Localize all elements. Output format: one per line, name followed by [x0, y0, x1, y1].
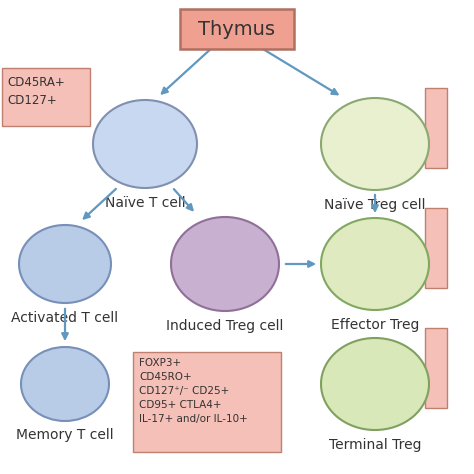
Ellipse shape [335, 350, 415, 418]
Ellipse shape [349, 362, 401, 406]
Text: CD45RA+
CD127+: CD45RA+ CD127+ [7, 76, 65, 107]
Text: Naïve Treg cell: Naïve Treg cell [324, 198, 426, 212]
Ellipse shape [19, 225, 111, 303]
Ellipse shape [197, 240, 253, 288]
Ellipse shape [335, 110, 415, 178]
Text: Terminal Treg: Terminal Treg [329, 438, 421, 452]
Ellipse shape [37, 360, 93, 408]
Ellipse shape [171, 217, 279, 311]
Text: Naïve T cell: Naïve T cell [105, 196, 185, 210]
Ellipse shape [107, 112, 183, 176]
FancyBboxPatch shape [425, 328, 447, 408]
Ellipse shape [321, 98, 429, 190]
Text: Thymus: Thymus [199, 19, 275, 38]
FancyBboxPatch shape [180, 9, 294, 49]
Text: FOXP3+
CD45RO+
CD127⁺/⁻ CD25+
CD95+ CTLA4+
IL-17+ and/or IL-10+: FOXP3+ CD45RO+ CD127⁺/⁻ CD25+ CD95+ CTLA… [139, 358, 248, 424]
FancyBboxPatch shape [2, 68, 90, 126]
Ellipse shape [93, 100, 197, 188]
Text: Induced Treg cell: Induced Treg cell [166, 319, 283, 333]
Ellipse shape [21, 347, 109, 421]
Ellipse shape [349, 242, 401, 286]
Ellipse shape [349, 122, 401, 166]
Ellipse shape [185, 229, 265, 299]
FancyBboxPatch shape [133, 352, 281, 452]
Text: Activated T cell: Activated T cell [11, 311, 119, 325]
Text: Memory T cell: Memory T cell [16, 428, 114, 442]
FancyBboxPatch shape [425, 88, 447, 168]
Ellipse shape [321, 218, 429, 310]
Ellipse shape [321, 338, 429, 430]
FancyBboxPatch shape [425, 208, 447, 288]
Ellipse shape [33, 237, 97, 291]
Ellipse shape [121, 124, 169, 164]
Ellipse shape [335, 230, 415, 298]
Text: Effector Treg: Effector Treg [331, 318, 419, 332]
